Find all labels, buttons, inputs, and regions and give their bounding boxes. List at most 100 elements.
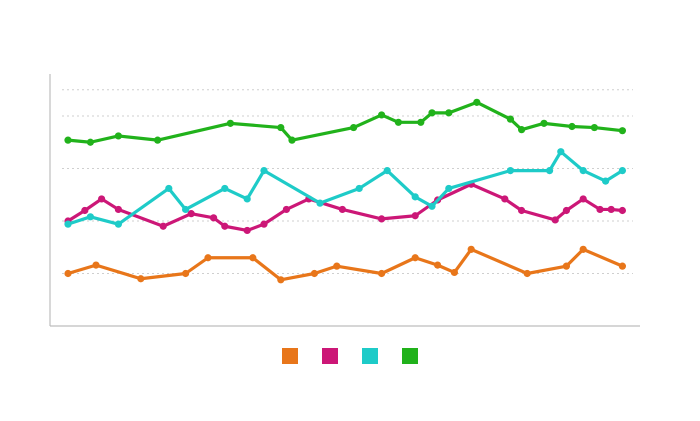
series-3-point-15: [518, 126, 526, 134]
series-2-point-5: [221, 184, 229, 193]
series-line-2: [66, 150, 625, 226]
series-2-point-16: [557, 148, 565, 156]
series-3-point-4: [226, 119, 234, 127]
legend-swatch-1: [322, 348, 338, 364]
series-3-point-12: [445, 109, 453, 117]
series-1-point-6: [210, 214, 218, 222]
series-1-point-21: [579, 195, 587, 203]
legend-item-0: [282, 348, 298, 364]
series-0-point-11: [434, 261, 442, 269]
series-3-point-6: [288, 136, 296, 144]
series-0-point-14: [523, 269, 531, 278]
series-1-point-4: [159, 222, 167, 230]
series-1-point-13: [378, 215, 386, 223]
legend: [0, 348, 700, 364]
series-2-point-0: [64, 220, 72, 228]
series-0-point-17: [618, 262, 627, 270]
series-3: [64, 98, 627, 146]
series-1-point-12: [338, 205, 346, 214]
series-0-point-0: [64, 269, 72, 278]
legend-swatch-3: [402, 348, 418, 364]
series-2-point-3: [165, 184, 173, 193]
series-0-point-15: [562, 262, 571, 270]
series-2-point-7: [260, 167, 268, 175]
series-0-point-6: [277, 276, 285, 284]
series-1-point-3: [114, 205, 122, 214]
series-2-point-12: [428, 202, 436, 210]
series-1-point-17: [501, 195, 509, 203]
series-3-point-7: [350, 123, 358, 132]
series-2-point-8: [316, 199, 324, 207]
series-group: [64, 98, 627, 284]
series-1-point-20: [562, 206, 571, 215]
series-0-point-16: [579, 245, 587, 253]
series-2-point-11: [411, 193, 419, 201]
series-1-point-7: [221, 222, 229, 230]
series-line-0: [66, 247, 625, 282]
series-3-point-2: [114, 132, 122, 140]
series-1: [64, 180, 627, 235]
series-0-point-9: [378, 269, 386, 278]
series-2-point-18: [602, 177, 610, 185]
series-0-point-8: [333, 262, 341, 270]
series-3-point-14: [506, 115, 514, 123]
series-1-point-10: [282, 205, 290, 214]
series-3-point-9: [394, 118, 402, 126]
legend-item-2: [362, 348, 378, 364]
series-3-point-13: [473, 98, 481, 106]
series-1-point-1: [81, 206, 89, 215]
gridlines: [62, 89, 633, 274]
series-2-point-10: [383, 167, 391, 175]
series-0-point-10: [411, 254, 419, 262]
legend-item-1: [322, 348, 338, 364]
series-3-point-18: [590, 123, 599, 132]
series-1-point-19: [551, 216, 559, 224]
series-3-point-16: [540, 119, 548, 127]
axes: [49, 74, 640, 327]
series-3-point-10: [417, 118, 425, 126]
series-1-point-2: [98, 195, 106, 203]
series-0-point-1: [92, 261, 100, 269]
series-1-point-5: [187, 210, 195, 218]
legend-item-3: [402, 348, 418, 364]
series-1-point-22: [596, 205, 604, 214]
series-0-point-13: [467, 245, 475, 253]
series-1-point-23: [607, 205, 615, 214]
series-3-point-5: [277, 123, 285, 132]
series-3-point-3: [154, 136, 162, 144]
series-0-point-4: [204, 254, 212, 262]
series-2: [64, 148, 627, 228]
legend-swatch-0: [282, 348, 298, 364]
series-2-point-4: [182, 205, 190, 214]
series-1-point-9: [260, 220, 268, 228]
series-2-point-13: [445, 184, 453, 193]
series-3-point-11: [428, 109, 436, 117]
series-0-point-2: [137, 275, 145, 283]
series-3-point-19: [618, 127, 627, 135]
series-3-point-1: [86, 138, 94, 146]
series-2-point-6: [243, 195, 251, 203]
series-1-point-8: [243, 226, 251, 235]
series-2-point-15: [546, 167, 554, 175]
series-2-point-2: [114, 220, 122, 228]
series-2-point-14: [506, 167, 514, 175]
series-0-point-5: [249, 254, 257, 262]
series-0-point-7: [310, 269, 318, 278]
series-line-3: [66, 100, 625, 144]
series-0-point-3: [182, 269, 190, 278]
series-2-point-9: [355, 184, 363, 193]
series-1-point-18: [518, 206, 526, 215]
series-2-point-1: [86, 213, 94, 221]
series-1-point-24: [618, 206, 627, 215]
series-2-point-19: [618, 167, 627, 175]
series-0-point-12: [450, 268, 458, 277]
series-1-point-14: [411, 212, 419, 220]
series-0: [64, 245, 627, 284]
series-3-point-17: [568, 122, 576, 131]
series-2-point-17: [579, 167, 587, 175]
legend-swatch-2: [362, 348, 378, 364]
series-3-point-8: [378, 111, 386, 119]
series-3-point-0: [64, 136, 72, 144]
